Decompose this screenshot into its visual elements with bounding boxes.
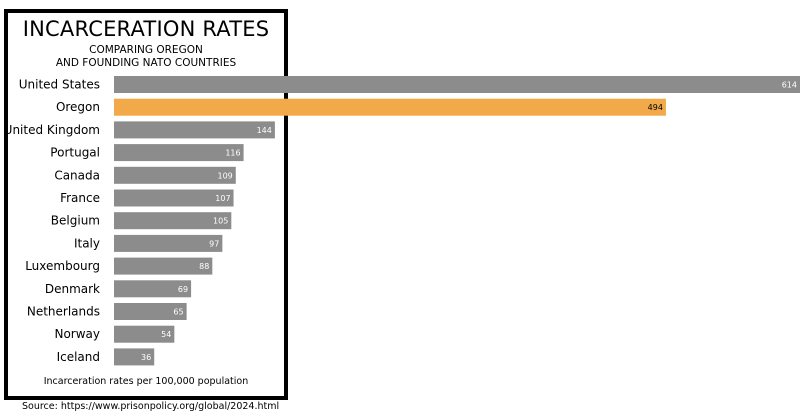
bar-denmark: [114, 280, 192, 298]
bars: [114, 76, 800, 366]
chart-subtitle-line2: AND FOUNDING NATO COUNTRIES: [55, 57, 237, 69]
bar-italy: [114, 234, 223, 252]
value-label-iceland: 36: [141, 353, 151, 362]
value-label-united-kingdom: 144: [257, 126, 272, 135]
category-label-portugal: Portugal: [50, 146, 100, 160]
value-label-oregon: 494: [648, 103, 663, 112]
value-label-norway: 54: [161, 330, 171, 339]
bar-oregon: [114, 98, 666, 116]
value-label-denmark: 69: [178, 285, 188, 294]
value-label-canada: 109: [218, 171, 233, 180]
category-label-france: France: [60, 191, 100, 205]
value-label-belgium: 105: [213, 217, 228, 226]
category-label-denmark: Denmark: [45, 282, 100, 296]
value-label-france: 107: [215, 194, 230, 203]
category-label-belgium: Belgium: [51, 214, 100, 228]
chart-subtitle: COMPARING OREGON AND FOUNDING NATO COUNT…: [4, 44, 288, 70]
category-label-united-states: United States: [19, 78, 100, 92]
category-label-netherlands: Netherlands: [27, 305, 100, 319]
bar-netherlands: [114, 303, 187, 320]
bar-france: [114, 189, 234, 207]
category-label-italy: Italy: [74, 236, 100, 250]
chart-footnote: Incarceration rates per 100,000 populati…: [43, 376, 249, 387]
value-label-luxembourg: 88: [199, 262, 209, 271]
bar-norway: [114, 325, 175, 343]
category-label-iceland: Iceland: [57, 350, 100, 364]
value-label-portugal: 116: [225, 149, 240, 158]
value-labels: 614 494 144 116 109 107 105 97 88 69 65 54 36: [141, 81, 797, 362]
category-label-norway: Norway: [54, 327, 100, 341]
bar-united-states: [114, 76, 800, 93]
bar-portugal: [114, 144, 244, 162]
value-label-italy: 97: [209, 239, 219, 248]
category-label-canada: Canada: [54, 168, 100, 182]
bar-belgium: [114, 212, 232, 230]
source-note: Source: https://www.prisonpolicy.org/glo…: [22, 401, 280, 412]
value-label-united-states: 614: [782, 81, 797, 90]
category-label-united-kingdom: United Kingdom: [4, 123, 100, 137]
bar-luxembourg: [114, 257, 213, 275]
category-label-oregon: Oregon: [56, 100, 100, 114]
value-label-netherlands: 65: [173, 308, 183, 317]
category-labels: United States Oregon United Kingdom Portuga…: [4, 78, 100, 364]
bar-iceland: [114, 348, 155, 366]
chart-subtitle-line1: COMPARING OREGON: [89, 44, 203, 56]
bar-canada: [114, 166, 236, 184]
bar-united-kingdom: [114, 121, 275, 139]
category-label-luxembourg: Luxembourg: [25, 259, 100, 273]
chart-title: INCARCERATION RATES: [22, 17, 270, 41]
